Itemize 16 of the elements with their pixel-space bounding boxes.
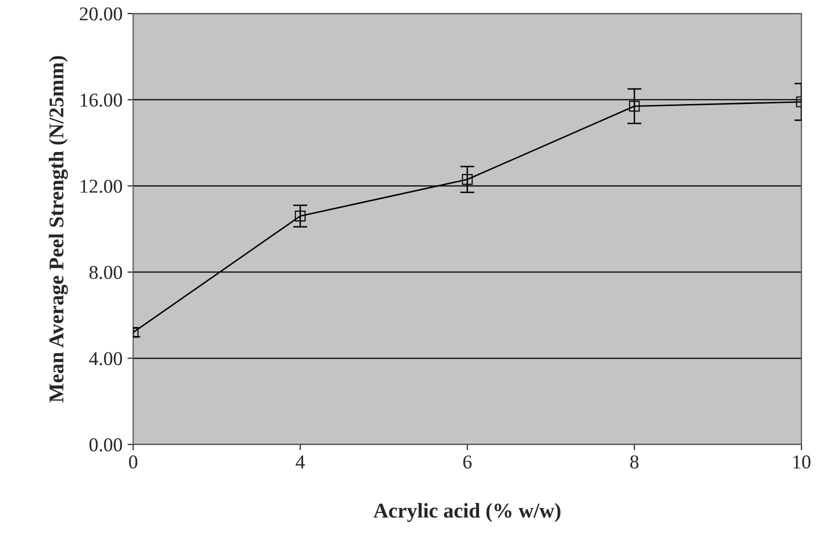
x-tick-label: 6 xyxy=(463,455,472,469)
y-tick-label: 0.00 xyxy=(89,438,122,452)
x-tick-label: 8 xyxy=(630,455,638,469)
point xyxy=(462,174,473,185)
y-tick-label: 12.00 xyxy=(80,180,122,193)
point xyxy=(294,210,306,222)
y-tick-label: 20.00 xyxy=(80,7,122,21)
y-tick-label: 8.00 xyxy=(89,266,122,280)
x-axis-title: Acrylic acid (% w/w) xyxy=(373,503,560,522)
y-tick-label: 4.00 xyxy=(89,352,122,366)
point xyxy=(629,100,640,112)
x-tick-label: 0 xyxy=(129,455,138,469)
x-tick-label: 10 xyxy=(793,455,810,469)
x-tick-label: 4 xyxy=(296,456,305,468)
y-axis-title: Mean Average Peel Strength (N/25mm) xyxy=(48,56,68,402)
y-tick-label: 16.00 xyxy=(80,94,122,107)
